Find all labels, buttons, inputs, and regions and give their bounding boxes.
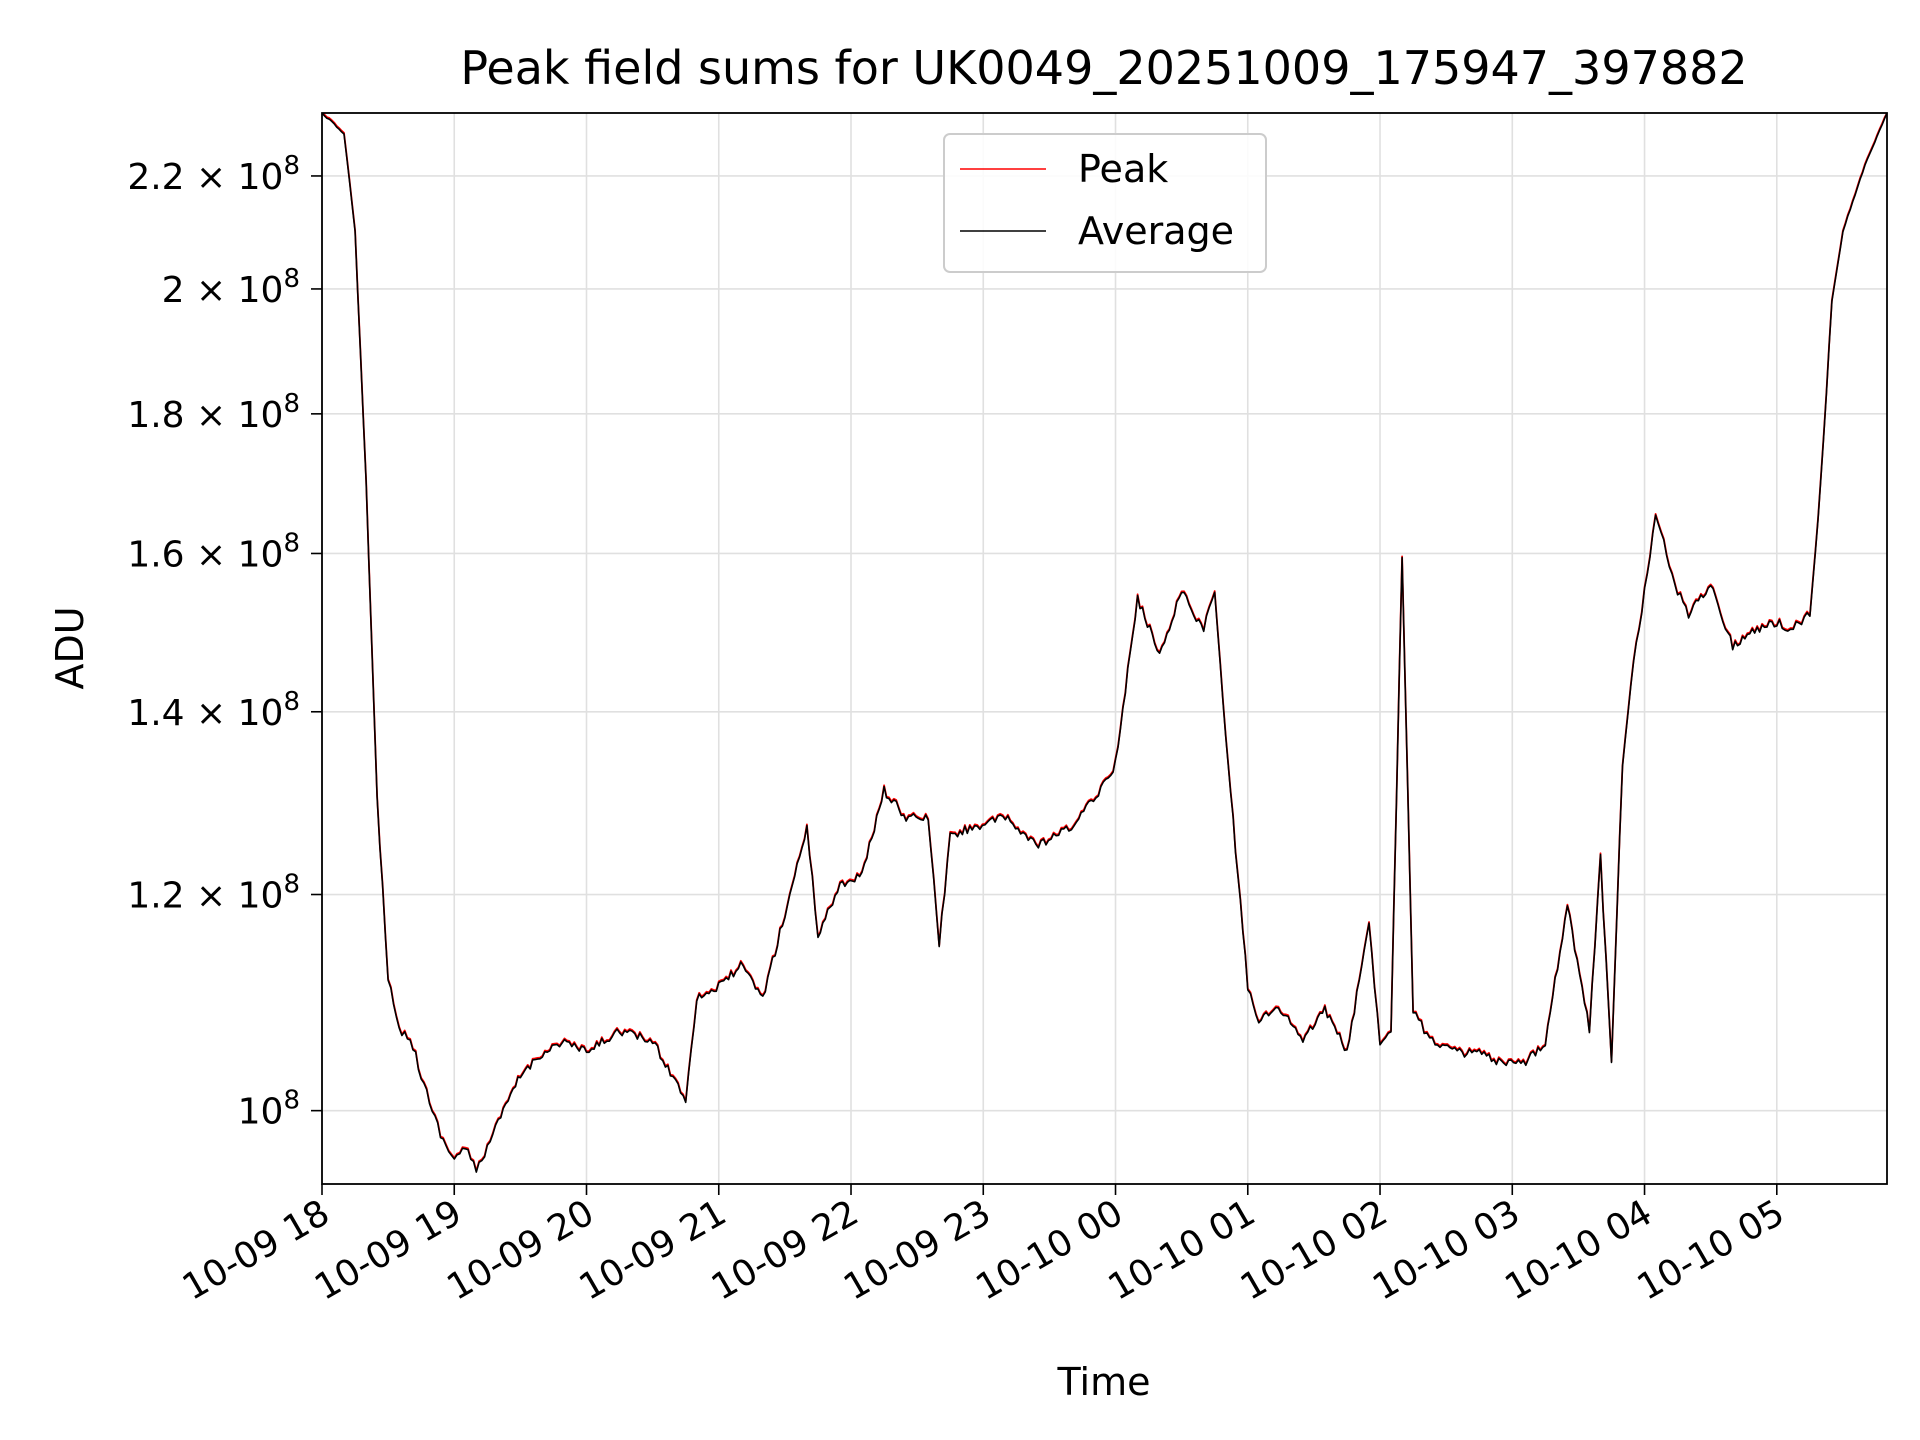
y-tick-mantissa: 2 × — [162, 270, 238, 311]
grid — [321, 113, 1887, 1184]
legend-label-average: Average — [1078, 209, 1234, 253]
y-tick-mantissa: 1.2 × — [127, 876, 237, 917]
y-tick-exponent: 8 — [283, 870, 300, 900]
series-average-line — [321, 112, 1888, 1173]
plot-frame — [321, 112, 1888, 1185]
legend: Peak Average — [943, 133, 1267, 273]
y-tick-label: 1.2 × 108 — [127, 870, 300, 917]
y-tick-exponent: 8 — [283, 528, 300, 558]
y-tick-exponent: 8 — [283, 1086, 300, 1116]
y-tick-mantissa: 1.4 × — [127, 693, 237, 734]
y-axis-label: ADU — [48, 606, 92, 689]
y-tick-label: 2.2 × 108 — [127, 151, 300, 198]
y-tick-mantissa: 1.6 × — [127, 534, 237, 575]
y-tick-label: 2 × 108 — [162, 264, 300, 311]
y-tick-exponent: 8 — [283, 264, 300, 294]
y-tick-label: 1.4 × 108 — [127, 687, 300, 734]
x-axis-label: Time — [1057, 1360, 1151, 1404]
y-tick-base: 10 — [238, 270, 284, 311]
y-tick-base: 10 — [238, 1092, 284, 1133]
y-tick-base: 10 — [238, 693, 284, 734]
y-tick-label: 1.8 × 108 — [127, 389, 300, 436]
y-tick-exponent: 8 — [283, 151, 300, 181]
y-tick-base: 10 — [238, 534, 284, 575]
legend-label-peak: Peak — [1078, 147, 1168, 191]
series-group — [321, 112, 1888, 1173]
y-tick-label: 1.6 × 108 — [127, 528, 300, 575]
y-tick-mantissa: 2.2 × — [127, 157, 237, 198]
y-tick-base: 10 — [238, 395, 284, 436]
y-tick-base: 10 — [238, 876, 284, 917]
y-tick-exponent: 8 — [283, 389, 300, 419]
y-tick-exponent: 8 — [283, 687, 300, 717]
y-tick-label: 108 — [238, 1086, 300, 1133]
chart-title: Peak field sums for UK0049_20251009_1759… — [460, 41, 1747, 95]
y-tick-mantissa: 1.8 × — [127, 395, 237, 436]
y-tick-base: 10 — [238, 157, 284, 198]
